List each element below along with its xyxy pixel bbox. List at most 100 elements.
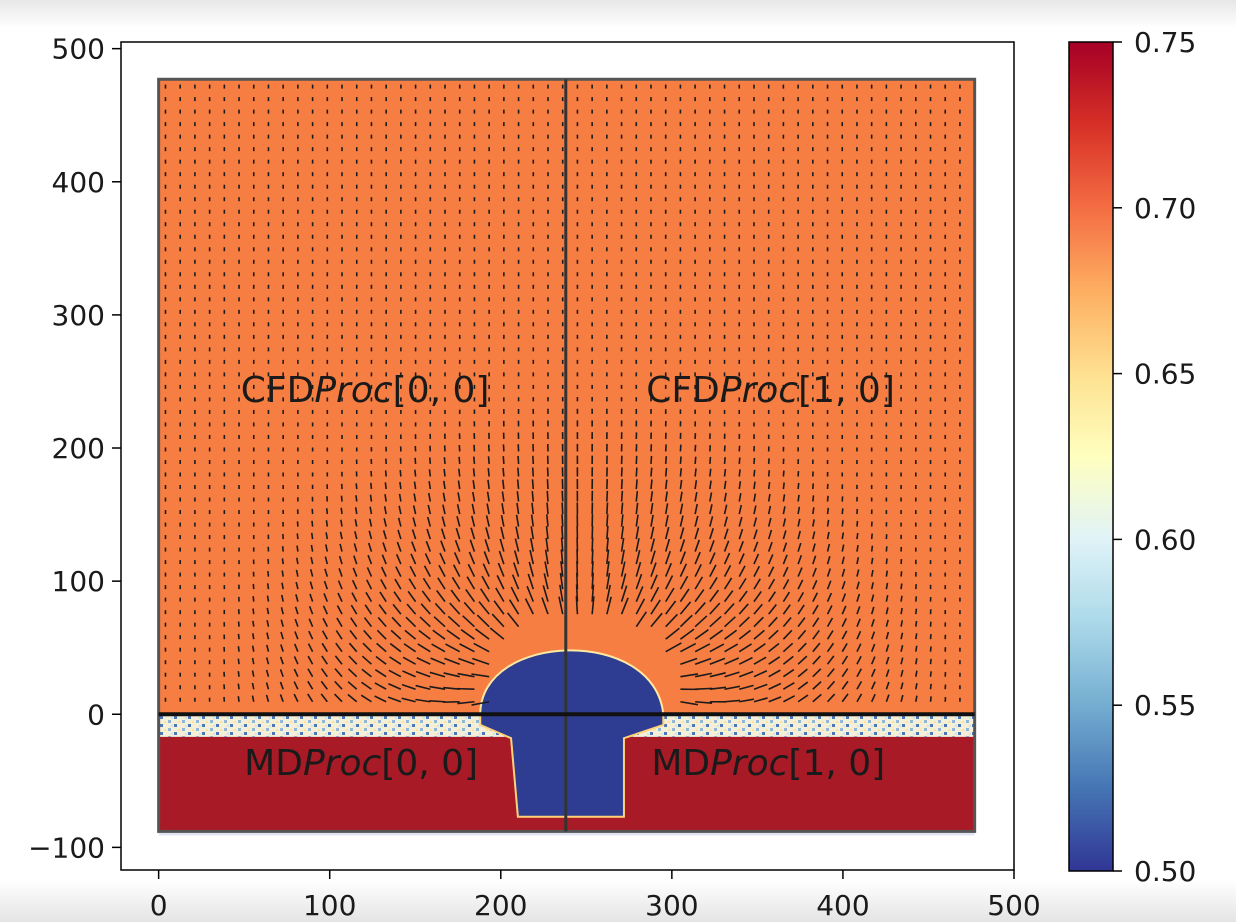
- velocity-arrow: [530, 526, 535, 540]
- velocity-arrow: [483, 551, 490, 565]
- velocity-arrow: [309, 593, 314, 602]
- velocity-arrow: [367, 542, 373, 552]
- velocity-arrow: [416, 656, 431, 665]
- velocity-arrow: [495, 587, 505, 603]
- velocity-arrow: [753, 697, 768, 703]
- velocity-arrow: [709, 589, 720, 603]
- velocity-arrow: [606, 584, 612, 602]
- velocity-arrow: [885, 669, 890, 677]
- velocity-arrow: [782, 579, 790, 590]
- velocity-arrow: [738, 590, 748, 603]
- velocity-arrow: [929, 646, 932, 652]
- velocity-arrow: [723, 528, 729, 540]
- velocity-arrow: [620, 561, 626, 577]
- velocity-arrow: [476, 614, 490, 628]
- velocity-arrow: [826, 568, 832, 577]
- velocity-arrow: [458, 456, 461, 465]
- velocity-arrow: [635, 561, 642, 577]
- x-tick-label: 100: [303, 889, 356, 922]
- velocity-arrow: [797, 681, 809, 690]
- velocity-arrow: [664, 538, 671, 552]
- velocity-arrow: [366, 579, 373, 590]
- velocity-arrow: [767, 493, 771, 502]
- velocity-arrow: [251, 670, 255, 677]
- velocity-arrow: [606, 514, 609, 527]
- velocity-arrow: [753, 643, 766, 653]
- velocity-arrow: [458, 657, 475, 665]
- velocity-arrow: [826, 680, 836, 690]
- velocity-arrow: [856, 618, 861, 627]
- velocity-arrow: [545, 537, 549, 552]
- velocity-arrow: [323, 580, 329, 590]
- velocity-arrow: [474, 628, 490, 640]
- velocity-arrow: [499, 538, 505, 552]
- velocity-arrow: [470, 527, 476, 540]
- velocity-arrow: [664, 515, 669, 527]
- velocity-arrow: [767, 505, 772, 515]
- velocity-arrow: [782, 506, 786, 515]
- velocity-arrow: [375, 655, 387, 665]
- velocity-arrow: [885, 594, 889, 602]
- velocity-arrow: [265, 694, 270, 702]
- velocity-arrow: [251, 682, 255, 690]
- velocity-arrow: [767, 470, 771, 477]
- velocity-arrow: [709, 552, 716, 565]
- velocity-arrow: [679, 491, 683, 502]
- velocity-arrow: [709, 480, 712, 490]
- velocity-arrow: [376, 642, 387, 653]
- velocity-arrow: [738, 540, 744, 552]
- velocity-arrow: [709, 602, 721, 615]
- velocity-arrow: [856, 557, 860, 565]
- velocity-arrow: [295, 569, 299, 577]
- velocity-arrow: [237, 633, 240, 640]
- velocity-arrow: [279, 656, 284, 665]
- velocity-arrow: [252, 608, 255, 615]
- velocity-arrow: [782, 530, 787, 540]
- velocity-arrow: [679, 628, 695, 640]
- velocity-arrow: [422, 577, 431, 590]
- velocity-arrow: [447, 615, 461, 628]
- velocity-arrow: [885, 631, 890, 640]
- velocity-arrow: [606, 502, 609, 515]
- velocity-arrow: [429, 699, 446, 703]
- velocity-arrow: [635, 490, 639, 502]
- velocity-arrow: [471, 700, 490, 706]
- velocity-arrow: [324, 544, 329, 552]
- velocity-arrow: [337, 592, 343, 602]
- velocity-arrow: [694, 503, 699, 515]
- velocity-arrow: [333, 693, 343, 703]
- velocity-arrow: [419, 616, 431, 628]
- velocity-arrow: [415, 684, 431, 691]
- velocity-arrow: [280, 644, 284, 652]
- velocity-arrow: [353, 555, 358, 565]
- velocity-arrow: [469, 539, 476, 552]
- velocity-arrow: [361, 681, 372, 690]
- velocity-arrow: [709, 657, 726, 665]
- velocity-arrow: [826, 655, 835, 665]
- velocity-arrow: [900, 583, 903, 590]
- velocity-arrow: [429, 685, 446, 691]
- velocity-arrow: [650, 514, 654, 527]
- velocity-arrow: [782, 604, 791, 615]
- velocity-arrow: [870, 693, 876, 703]
- velocity-arrow: [841, 544, 845, 552]
- velocity-arrow: [635, 573, 643, 590]
- velocity-arrow: [334, 680, 343, 690]
- velocity-arrow: [680, 673, 699, 678]
- velocity-arrow: [347, 668, 358, 678]
- y-tick-label: 100: [52, 565, 105, 598]
- velocity-arrow: [870, 557, 874, 565]
- velocity-arrow: [680, 657, 698, 665]
- velocity-arrow: [412, 505, 417, 515]
- velocity-arrow: [679, 479, 683, 490]
- velocity-arrow: [559, 584, 564, 602]
- velocity-arrow: [502, 456, 505, 465]
- velocity-arrow: [768, 696, 782, 703]
- velocity-arrow: [531, 502, 535, 515]
- velocity-arrow: [915, 683, 918, 690]
- velocity-arrow: [694, 672, 713, 678]
- velocity-arrow: [237, 671, 240, 677]
- velocity-arrow: [472, 491, 476, 502]
- velocity-arrow: [753, 481, 756, 490]
- velocity-arrow: [738, 457, 741, 465]
